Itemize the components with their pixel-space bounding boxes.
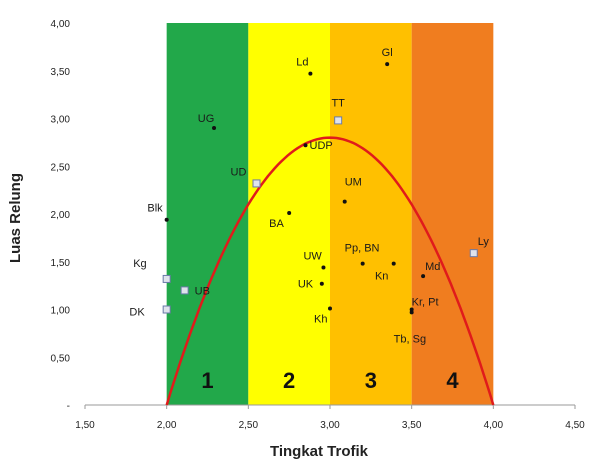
point-dk-label: DK — [129, 307, 145, 319]
point-uk-label: UK — [298, 279, 314, 291]
point-um-label: UM — [345, 177, 362, 189]
point-blk-label: Blk — [147, 203, 163, 215]
point-ld-label: Ld — [296, 57, 308, 69]
point-kg-marker — [162, 274, 171, 283]
point-kr-pt-marker — [409, 307, 414, 312]
fitted-curve — [165, 136, 495, 406]
x-tick-label: 3,50 — [402, 420, 422, 431]
y-tick-label: 0,50 — [51, 353, 71, 364]
point-kh-label: Kh — [314, 314, 327, 326]
point-pp-bn-marker — [360, 261, 365, 266]
point-md-marker — [421, 274, 426, 279]
y-tick-label: - — [67, 401, 70, 412]
point-ba-marker — [287, 211, 292, 216]
zone-3-label: 3 — [365, 368, 377, 393]
point-ba-label: BA — [269, 218, 284, 230]
y-tick-label: 3,00 — [51, 115, 71, 126]
y-tick-label: 3,50 — [51, 67, 71, 78]
point-tt-label: TT — [331, 97, 345, 109]
fitted-curve-line — [165, 136, 495, 406]
point-uw-marker — [321, 265, 326, 270]
x-axis-title: Tingkat Trofik — [270, 443, 369, 460]
point-ug-label: UG — [198, 113, 215, 125]
point-tt-marker — [334, 116, 343, 125]
y-tick-label: 4,00 — [51, 19, 71, 30]
y-axis-title: Luas Relung — [7, 173, 24, 263]
x-tick-label: 2,00 — [157, 420, 177, 431]
point-kn-label: Kn — [375, 271, 388, 283]
point-udp-marker — [303, 143, 308, 148]
x-tick-label: 2,50 — [239, 420, 259, 431]
point-ub-marker — [180, 286, 189, 295]
point-udp-label: UDP — [310, 140, 333, 152]
zone-2-label: 2 — [283, 368, 295, 393]
y-tick-label: 1,50 — [51, 258, 71, 269]
point-ly-label: Ly — [478, 236, 490, 248]
point-ld-marker — [308, 71, 313, 76]
zone-4-band — [411, 23, 494, 405]
zone-1-band — [166, 23, 249, 405]
point-ub-label: UB — [195, 285, 210, 297]
point-kg-label: Kg — [133, 258, 146, 270]
zone-3-band — [330, 23, 412, 405]
point-ug-marker — [212, 126, 217, 131]
point-kh-marker — [328, 306, 332, 311]
x-tick-label: 4,00 — [484, 420, 504, 431]
point-um-marker — [342, 199, 347, 204]
point-pp-bn-label: Pp, BN — [345, 243, 380, 255]
point-kn-marker — [391, 261, 396, 266]
axes: 1,50 2,00 2,50 3,00 3,50 4,00 4,50 - 0,50 1,00 1,5… — [51, 19, 586, 431]
x-tick-label: 4,50 — [565, 420, 585, 431]
point-ud-marker — [252, 179, 261, 188]
point-kr-pt-label: Kr, Pt — [412, 297, 439, 309]
data-points: Ld Gl TT UG UDP UD UM BA Blk Pp, BN Kn UW Ly Md Kg UK UB… — [129, 47, 489, 345]
trophic-zones: 1 2 3 4 — [166, 23, 494, 405]
point-tb-sg-label: Tb, Sg — [394, 333, 426, 345]
point-dk-marker — [162, 305, 171, 314]
y-tick-label: 2,50 — [51, 162, 71, 173]
point-ly-marker — [469, 249, 478, 258]
point-gl-marker — [385, 62, 390, 67]
point-uk-marker — [319, 281, 324, 286]
point-tb-sg-marker — [409, 310, 414, 315]
x-tick-label: 3,00 — [320, 420, 340, 431]
point-gl-label: Gl — [382, 47, 393, 59]
point-uw-label: UW — [303, 250, 322, 262]
y-tick-label: 1,00 — [51, 306, 71, 317]
y-tick-label: 2,00 — [51, 210, 71, 221]
point-ud-label: UD — [231, 166, 247, 178]
point-blk-marker — [164, 217, 169, 222]
point-md-label: Md — [425, 261, 440, 273]
zone-4-label: 4 — [446, 368, 459, 393]
x-tick-label: 1,50 — [75, 420, 95, 431]
zone-1-label: 1 — [201, 368, 213, 393]
